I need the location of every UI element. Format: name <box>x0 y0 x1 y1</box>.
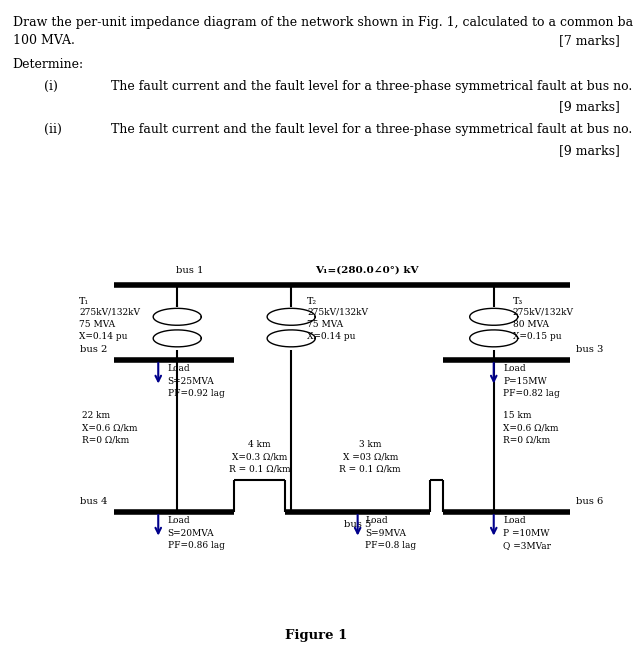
Text: Figure 1: Figure 1 <box>285 629 348 642</box>
Text: 15 km
X=0.6 Ω/km
R=0 Ω/km: 15 km X=0.6 Ω/km R=0 Ω/km <box>503 411 559 445</box>
Text: Load
S=20MVA
PF=0.86 lag: Load S=20MVA PF=0.86 lag <box>168 516 225 550</box>
Text: Load
S=25MVA
PF=0.92 lag: Load S=25MVA PF=0.92 lag <box>168 364 225 398</box>
Text: 4 km
X=0.3 Ω/km
R = 0.1 Ω/km: 4 km X=0.3 Ω/km R = 0.1 Ω/km <box>229 439 291 473</box>
Text: 275kV/132kV
75 MVA
X=0.14 pu: 275kV/132kV 75 MVA X=0.14 pu <box>79 307 140 341</box>
Text: 100 MVA.: 100 MVA. <box>13 34 75 47</box>
Text: Draw the per-unit impedance diagram of the network shown in Fig. 1, calculated t: Draw the per-unit impedance diagram of t… <box>13 16 633 29</box>
Text: Load
P =10MW
Q =3MVar: Load P =10MW Q =3MVar <box>503 516 551 550</box>
Text: bus 4: bus 4 <box>80 497 108 506</box>
Text: 22 km
X=0.6 Ω/km
R=0 Ω/km: 22 km X=0.6 Ω/km R=0 Ω/km <box>82 411 138 445</box>
Text: Determine:: Determine: <box>13 58 84 71</box>
Text: 3 km
X =03 Ω/km
R = 0.1 Ω/km: 3 km X =03 Ω/km R = 0.1 Ω/km <box>339 439 401 473</box>
Text: Load
P=15MW
PF=0.82 lag: Load P=15MW PF=0.82 lag <box>503 364 560 398</box>
Text: 275kV/132kV
80 MVA
X=0.15 pu: 275kV/132kV 80 MVA X=0.15 pu <box>513 307 573 341</box>
Text: bus 3: bus 3 <box>576 345 603 354</box>
Text: V₁=(280.0∠0°) kV: V₁=(280.0∠0°) kV <box>315 266 419 275</box>
Text: Load
S=9MVA
PF=0.8 lag: Load S=9MVA PF=0.8 lag <box>365 516 417 550</box>
Text: bus 1: bus 1 <box>176 266 204 275</box>
Text: [9 marks]: [9 marks] <box>560 144 620 157</box>
Text: T₂: T₂ <box>307 297 317 306</box>
Text: 275kV/132kV
75 MVA
X=0.14 pu: 275kV/132kV 75 MVA X=0.14 pu <box>307 307 368 341</box>
Text: The fault current and the fault level for a three-phase symmetrical fault at bus: The fault current and the fault level fo… <box>111 80 633 93</box>
Text: T₁: T₁ <box>79 297 89 306</box>
Text: bus 2: bus 2 <box>80 345 108 354</box>
Text: bus 6: bus 6 <box>576 497 603 506</box>
Text: T₃: T₃ <box>513 297 523 306</box>
Text: [9 marks]: [9 marks] <box>560 100 620 113</box>
Text: bus 5: bus 5 <box>344 520 372 529</box>
Text: (i): (i) <box>44 80 58 93</box>
Text: The fault current and the fault level for a three-phase symmetrical fault at bus: The fault current and the fault level fo… <box>111 123 633 136</box>
Text: [7 marks]: [7 marks] <box>560 34 620 47</box>
Text: (ii): (ii) <box>44 123 62 136</box>
